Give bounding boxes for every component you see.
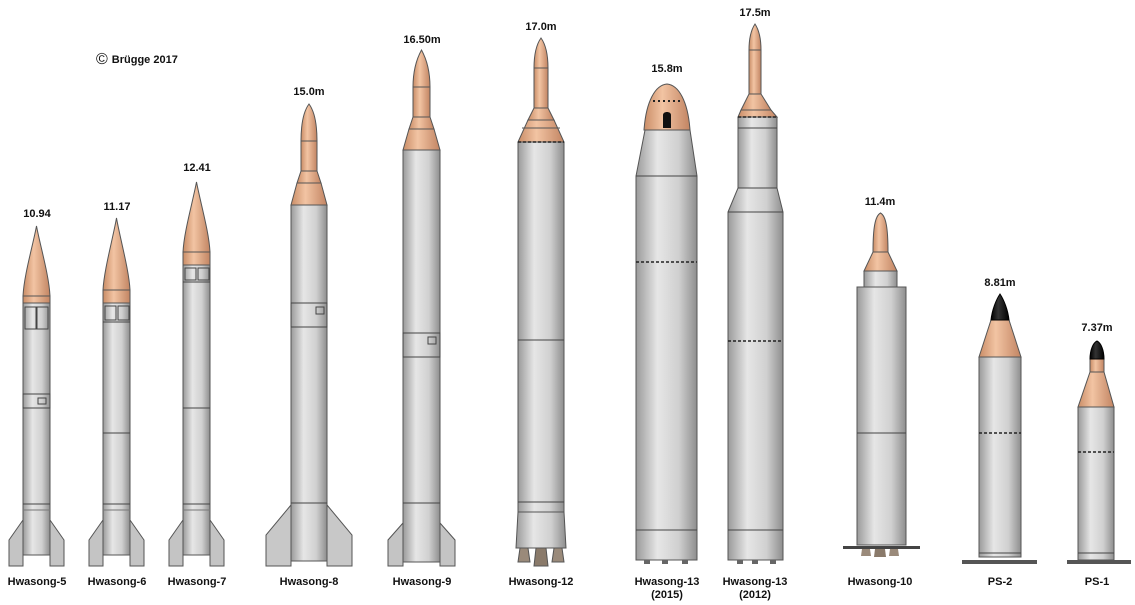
missile-name: Hwasong-10 — [847, 576, 913, 588]
missile-body — [978, 356, 1022, 558]
nose-cone — [533, 37, 549, 69]
fin — [129, 518, 145, 567]
length-label: 16.50m — [403, 34, 441, 46]
nose-cone — [978, 319, 1022, 358]
fin — [439, 521, 456, 567]
fin — [49, 518, 65, 567]
missile-hwasong-12 — [515, 37, 567, 567]
missile-body — [22, 302, 51, 556]
fin — [168, 518, 184, 567]
missile-ps-1 — [1067, 340, 1131, 564]
missile-body — [102, 302, 131, 556]
length-label: 11.4m — [864, 196, 896, 208]
missile-body — [727, 187, 784, 561]
length-label: 12.41 — [183, 162, 211, 174]
warhead-window — [663, 112, 671, 128]
missile-name: Hwasong-12 — [508, 576, 574, 588]
nose-cone — [412, 48, 431, 88]
length-label: 17.5m — [739, 7, 771, 19]
fin — [8, 518, 24, 567]
copyright-credit: © Brügge 2017 — [96, 50, 178, 68]
length-label: 15.0m — [293, 86, 325, 98]
missile-hwasong-6 — [88, 217, 145, 567]
nose-tip — [1089, 340, 1105, 360]
missile-body — [517, 141, 565, 513]
nose-cone — [1077, 371, 1115, 408]
length-label: 15.8m — [651, 63, 683, 75]
missile-body — [856, 286, 907, 546]
launch-stand — [843, 546, 920, 549]
missile-body — [290, 204, 328, 562]
fin — [265, 503, 292, 567]
engine-nozzle — [551, 547, 565, 563]
fin — [88, 518, 104, 567]
engine-nozzle — [517, 547, 531, 563]
length-label: 11.17 — [103, 201, 131, 213]
missile-name: Hwasong-9 — [392, 576, 452, 588]
missile-name: PS-1 — [1084, 576, 1110, 588]
launch-stand — [1067, 560, 1131, 564]
nose-cone — [748, 23, 762, 51]
length-label: 7.37m — [1081, 322, 1113, 334]
missile-ps-2 — [962, 293, 1037, 564]
nose-tip — [990, 293, 1010, 321]
fin — [387, 521, 404, 567]
missile-hwasong-5 — [8, 225, 65, 567]
nose-cone — [182, 181, 211, 253]
missile-hwasong-13-2015 — [635, 83, 698, 564]
nose-cone — [872, 212, 889, 253]
launch-stand — [962, 560, 1037, 564]
engine-nozzle — [533, 547, 549, 567]
missile-name: PS-2 — [987, 576, 1013, 588]
missile-name: Hwasong-6 — [87, 576, 147, 588]
missile-hwasong-10 — [843, 212, 920, 557]
missile-body — [182, 264, 211, 556]
length-label: 10.94 — [23, 208, 51, 220]
missile-hwasong-8 — [265, 103, 353, 567]
missile-name: Hwasong-5 — [7, 576, 67, 588]
length-label: 17.0m — [525, 21, 557, 33]
missile-hwasong-9 — [387, 48, 456, 567]
missile-hwasong-13-2012 — [727, 23, 784, 564]
nose-cone — [643, 83, 691, 131]
length-label: 8.81m — [984, 277, 1016, 289]
missile-name: Hwasong-13 (2012) — [722, 576, 788, 601]
fin — [209, 518, 225, 567]
credit-text: Brügge 2017 — [111, 54, 178, 66]
copyright-symbol: © — [96, 51, 108, 68]
missile-hwasong-7 — [168, 181, 225, 567]
missile-name: Hwasong-7 — [167, 576, 227, 588]
fin — [326, 503, 353, 567]
missile-body — [402, 149, 441, 563]
missile-name: Hwasong-8 — [279, 576, 339, 588]
missile-name: Hwasong-13 (2015) — [634, 576, 700, 601]
nose-cone — [102, 217, 131, 291]
nose-cone — [300, 103, 318, 142]
nose-cone — [22, 225, 51, 297]
missile-body — [635, 129, 698, 561]
missile-body — [1077, 406, 1115, 561]
